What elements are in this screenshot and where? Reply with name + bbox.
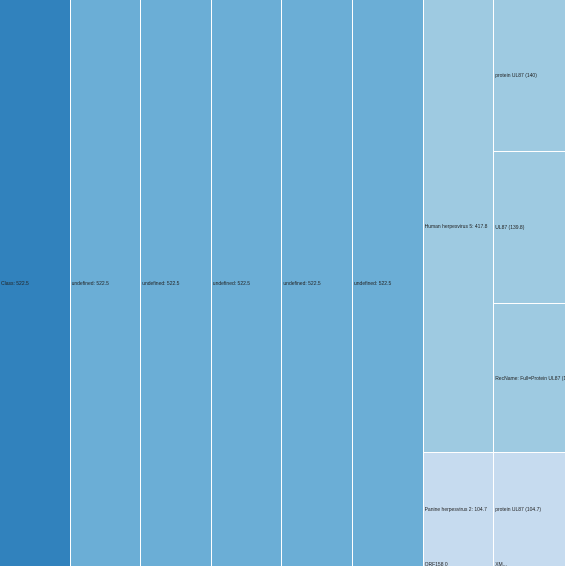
level-5-cell[interactable]: undefined: 522.5 [353, 0, 424, 567]
level-3-cell[interactable]: undefined: 522.5 [211, 0, 283, 567]
partial-label-child: XM... [495, 562, 507, 567]
host-0-child-0-cell-label: protein UL87 (140) [495, 72, 537, 79]
host-0-child-1-cell[interactable]: UL87 (139.8) [494, 151, 566, 304]
host-1-cell[interactable]: Panine herpesvirus 2: 104.7 [423, 453, 495, 567]
host-0-child-0-cell[interactable]: protein UL87 (140) [494, 0, 566, 152]
host-0-child-2-cell[interactable]: RecName: Full=Protein UL87 (138) [494, 303, 566, 454]
level-1-cell[interactable]: undefined: 522.5 [70, 0, 142, 567]
level-5-cell-label: undefined: 522.5 [354, 280, 392, 287]
partial-label-host: ORF158 0 [424, 562, 448, 567]
level-3-cell-label: undefined: 522.5 [212, 280, 251, 287]
root-cell-label: Class: 522.5 [1, 280, 29, 287]
host-0-child-1-cell-label: UL87 (139.8) [495, 224, 525, 231]
level-1-cell-label: undefined: 522.5 [71, 280, 109, 287]
level-4-cell[interactable]: undefined: 522.5 [282, 0, 353, 567]
host-0-child-2-cell-label: RecName: Full=Protein UL87 (138) [495, 375, 566, 382]
host-1-child-0-cell[interactable]: protein UL87 (104.7) [494, 453, 566, 567]
host-0-cell[interactable]: Human herpesvirus 5: 417.8 [423, 0, 495, 454]
host-1-cell-label: Panine herpesvirus 2: 104.7 [424, 507, 487, 514]
level-2-cell-label: undefined: 522.5 [142, 280, 180, 287]
root-cell[interactable]: Class: 522.5 [0, 0, 71, 567]
host-1-child-0-cell-label: protein UL87 (104.7) [495, 507, 542, 514]
level-2-cell[interactable]: undefined: 522.5 [141, 0, 212, 567]
host-0-cell-label: Human herpesvirus 5: 417.8 [424, 223, 488, 230]
level-4-cell-label: undefined: 522.5 [283, 280, 321, 287]
